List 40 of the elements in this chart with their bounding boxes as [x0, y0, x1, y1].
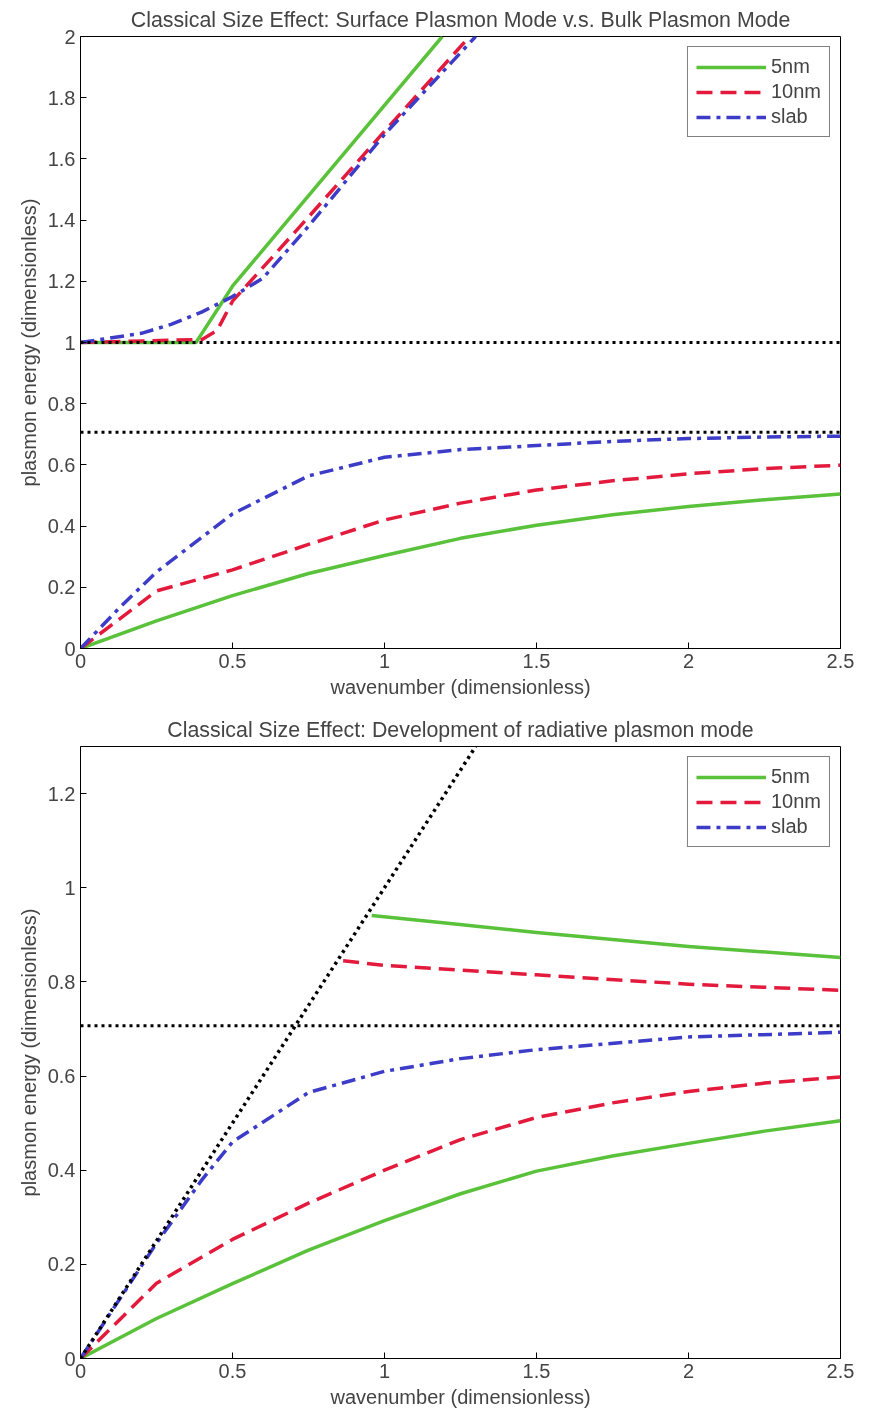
- x-tick-label: 1.5: [522, 649, 551, 672]
- chart-title: Classical Size Effect: Surface Plasmon Mode v.s. Bulk Plasmon Mode: [130, 7, 791, 32]
- y-axis-title: plasmon energy (dimensionless): [17, 198, 40, 487]
- x-tick-label: 2.5: [826, 1359, 855, 1382]
- y-tick-label: 2: [64, 25, 76, 48]
- legend-label: 5nm: [770, 55, 810, 78]
- x-tick-label: 2.5: [826, 649, 855, 672]
- x-axis-title: wavenumber (dimensionless): [329, 675, 591, 698]
- line-series: [369, 913, 841, 960]
- y-tick-label: 0.6: [47, 1065, 76, 1088]
- y-tick-label: 0.4: [47, 1159, 76, 1182]
- y-tick-label: 0.2: [47, 1253, 76, 1276]
- y-tick-label: 0.6: [47, 453, 76, 476]
- x-tick-label: 0.5: [218, 649, 247, 672]
- x-tick-label: 2: [682, 1359, 695, 1382]
- y-tick-label: 1: [64, 331, 76, 354]
- y-tick-label: 1.2: [47, 782, 76, 805]
- legend-label: 5nm: [770, 765, 810, 788]
- x-tick-label: 1: [378, 649, 391, 672]
- y-tick-label: 0.8: [47, 970, 76, 993]
- legend-label: slab: [770, 815, 808, 838]
- y-tick-label: 1.6: [47, 147, 76, 170]
- x-axis-title: wavenumber (dimensionless): [329, 1385, 591, 1408]
- y-tick-label: 1: [64, 876, 76, 899]
- y-tick-label: 0.2: [47, 576, 76, 599]
- legend-label: 10nm: [770, 80, 821, 103]
- y-tick-label: 1.2: [47, 270, 76, 293]
- legend-label: 10nm: [770, 790, 821, 813]
- chart-title: Classical Size Effect: Development of radiative plasmon mode: [167, 717, 754, 742]
- y-axis-title: plasmon energy (dimensionless): [17, 908, 40, 1197]
- y-tick-label: 0.4: [47, 515, 76, 538]
- x-tick-label: 2: [682, 649, 695, 672]
- line-series: [341, 958, 841, 993]
- x-tick-label: 1.5: [522, 1359, 551, 1382]
- y-tick-label: 0.8: [47, 392, 76, 415]
- legend-label: slab: [770, 105, 808, 128]
- x-tick-label: 0.5: [218, 1359, 247, 1382]
- x-tick-label: 1: [378, 1359, 391, 1382]
- y-tick-label: 1.8: [47, 86, 76, 109]
- y-tick-label: 1.4: [47, 209, 76, 232]
